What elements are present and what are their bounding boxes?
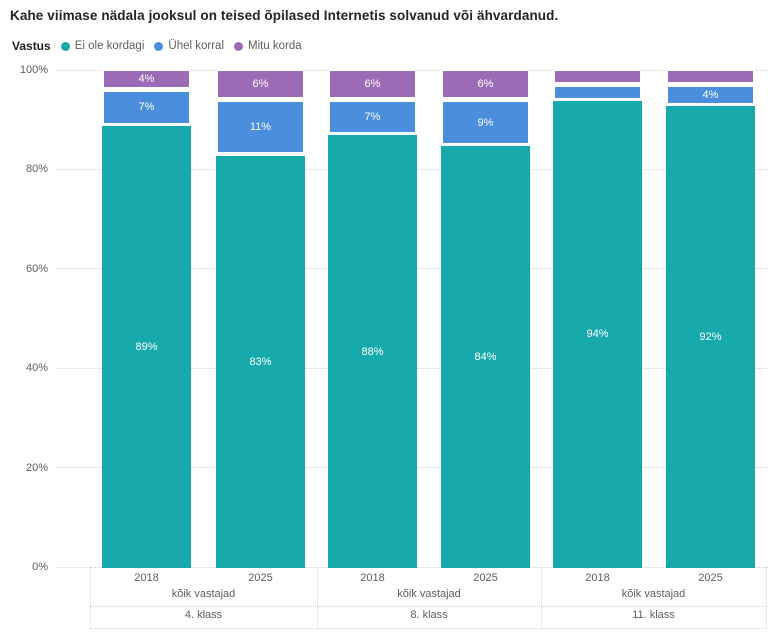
x-axis-year-label: 2018 — [360, 572, 385, 584]
bar-11klass-2025: 4% 92% — [666, 70, 755, 568]
legend-title: Vastus — [12, 39, 51, 53]
bar-segment-mitu-korda[interactable]: 6% — [329, 70, 416, 98]
bar-segment-mitu-korda[interactable]: 6% — [442, 70, 529, 99]
legend-item-label: Ühel korral — [168, 40, 224, 52]
bar-segment-data-label: 4% — [702, 89, 719, 102]
y-axis-tick-label: 40% — [25, 362, 48, 375]
x-axis-class-label: 8. klass — [410, 609, 448, 621]
axis-group-separator — [541, 567, 542, 628]
legend-item-3[interactable]: Mitu korda — [234, 40, 302, 52]
axis-separator-line — [90, 628, 766, 629]
bar-segment-mitu-korda[interactable] — [554, 70, 641, 83]
bar-segment--hel-korral[interactable] — [554, 85, 641, 99]
bar-8klass-2025: 6% 9% 84% — [441, 70, 530, 568]
bar-segment-data-label: 89% — [135, 340, 158, 353]
bar-segment-mitu-korda[interactable]: 6% — [217, 70, 304, 98]
bar-segment--hel-korral[interactable]: 9% — [442, 101, 529, 145]
x-axis-subgroup-label: kõik vastajad — [621, 588, 686, 600]
legend-item-label: Mitu korda — [248, 40, 302, 52]
y-axis-tick-label: 60% — [25, 262, 48, 275]
legend-dot-icon — [60, 41, 70, 51]
bar-segment--hel-korral[interactable]: 7% — [329, 100, 416, 133]
bar-segment--hel-korral[interactable]: 4% — [667, 86, 754, 105]
bar-segment-data-label: 92% — [699, 331, 722, 344]
x-axis-subgroup-label: kõik vastajad — [397, 588, 461, 600]
x-axis-class-label: 4. klass — [184, 609, 223, 621]
legend-dot-icon — [154, 41, 164, 51]
legend: Vastus Ei ole kordagi Ühel korral Mitu kor… — [12, 38, 312, 54]
bar-segment-mitu-korda[interactable] — [667, 70, 754, 84]
y-axis-tick-label: 0% — [32, 561, 48, 573]
bar-8klass-2018: 6% 7% 88% — [328, 70, 417, 568]
bar-segment-ei-ole-kordagi[interactable]: 89% — [102, 125, 191, 568]
bar-segment-ei-ole-kordagi[interactable]: 88% — [328, 135, 417, 568]
bar-segment-data-label: 88% — [361, 345, 384, 358]
bar-segment-data-label: 84% — [474, 351, 497, 364]
bar-4klass-2025: 6% 11% 83% — [216, 70, 305, 568]
legend-item-label: Ei ole kordagi — [74, 40, 145, 52]
legend-item-2[interactable]: Ühel korral — [154, 40, 224, 52]
x-axis-year-label: 2025 — [698, 572, 723, 584]
x-axis-year-label: 2025 — [248, 572, 273, 584]
axis-group-separator — [317, 567, 318, 628]
bar-4klass-2018: 4% 7% 89% — [102, 70, 191, 568]
axis-separator-line — [90, 606, 766, 607]
bar-segment-data-label: 4% — [138, 72, 155, 85]
bar-segment-data-label: 6% — [252, 77, 269, 90]
legend-item-1[interactable]: Ei ole kordagi — [60, 40, 145, 52]
y-axis-tick-label: 80% — [25, 163, 48, 176]
bar-segment-data-label: 94% — [586, 328, 609, 341]
bar-11klass-2018: 94% — [553, 70, 642, 568]
legend-dot-icon — [234, 41, 243, 51]
bar-segment-ei-ole-kordagi[interactable]: 92% — [666, 106, 755, 568]
bar-segment-data-label: 9% — [477, 116, 494, 129]
bar-segment--hel-korral[interactable]: 11% — [217, 100, 304, 154]
bar-segment-data-label: 7% — [138, 101, 155, 114]
y-axis-tick-label: 20% — [25, 461, 48, 474]
x-axis-subgroup-label: kõik vastajad — [171, 588, 236, 600]
y-axis-tick-label: 100% — [19, 64, 48, 76]
bar-segment-data-label: 83% — [249, 355, 272, 368]
bar-segment-data-label: 6% — [364, 77, 381, 90]
chart-title: Kahe viimase nädala jooksul on teised õp… — [10, 8, 559, 23]
axis-group-separator — [90, 567, 91, 628]
x-axis-year-label: 2018 — [585, 572, 610, 584]
x-axis-class-label: 11. klass — [632, 609, 675, 621]
bar-segment-ei-ole-kordagi[interactable]: 83% — [216, 155, 305, 568]
bar-segment-ei-ole-kordagi[interactable]: 94% — [553, 100, 642, 568]
bar-segment-mitu-korda[interactable]: 4% — [103, 70, 190, 88]
bar-segment-data-label: 11% — [249, 121, 272, 134]
x-axis-year-label: 2025 — [473, 572, 498, 584]
bar-segment--hel-korral[interactable]: 7% — [103, 90, 190, 124]
bar-segment-ei-ole-kordagi[interactable]: 84% — [441, 146, 530, 568]
bar-segment-data-label: 6% — [477, 78, 494, 91]
axis-group-separator — [766, 567, 767, 628]
bar-segment-data-label: 7% — [364, 110, 381, 123]
x-axis-year-label: 2018 — [134, 572, 159, 584]
